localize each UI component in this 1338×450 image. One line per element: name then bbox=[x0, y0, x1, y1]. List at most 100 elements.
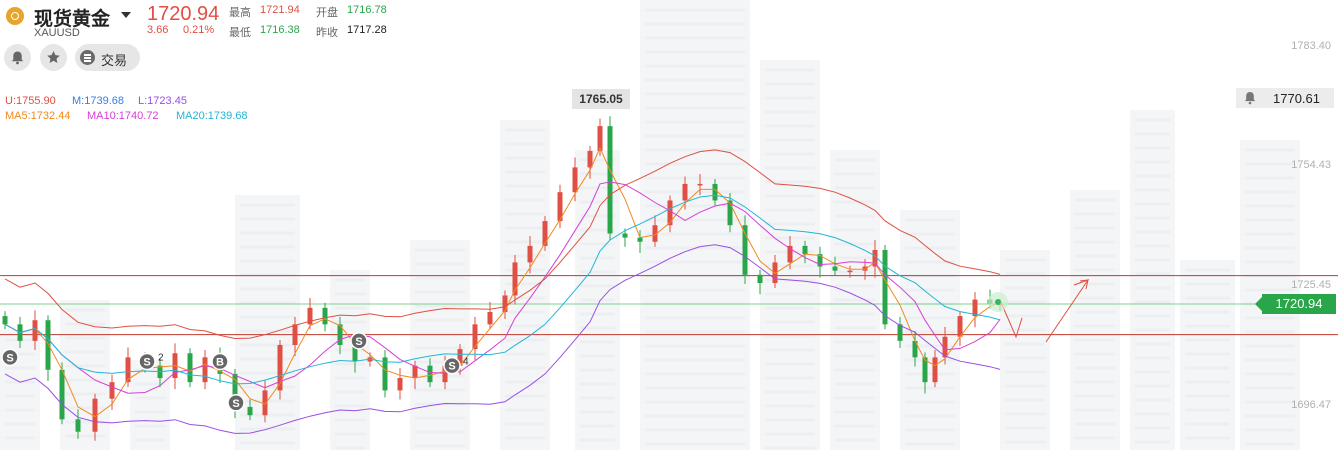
trade-marker-text: S bbox=[355, 336, 362, 348]
background-building bbox=[1000, 250, 1050, 450]
y-tick: 1725.45 bbox=[1291, 279, 1331, 291]
boll-upper-line bbox=[4, 149, 1001, 340]
boll-upper-value: U:1755.90 bbox=[5, 95, 56, 107]
chevron-down-icon[interactable] bbox=[121, 12, 131, 18]
candle-body bbox=[922, 357, 928, 383]
forecast-arrow-head bbox=[1079, 279, 1089, 290]
y-tick: 1696.47 bbox=[1291, 399, 1331, 411]
trade-marker bbox=[138, 352, 156, 371]
candle-body bbox=[637, 237, 643, 242]
candle-body bbox=[109, 382, 115, 399]
high-value: 1721.94 bbox=[260, 4, 300, 16]
favorite-button[interactable] bbox=[40, 44, 67, 71]
gold-coin-icon bbox=[6, 7, 24, 25]
candle-body bbox=[557, 192, 563, 222]
candle-body bbox=[512, 262, 518, 296]
open-value: 1716.78 bbox=[347, 4, 387, 16]
candle-body bbox=[337, 324, 343, 345]
star-icon bbox=[47, 51, 60, 63]
candle-body bbox=[607, 126, 613, 234]
candle-body bbox=[742, 225, 748, 275]
list-icon bbox=[80, 50, 95, 65]
trade-marker-text: S bbox=[6, 352, 13, 364]
candle-body bbox=[802, 245, 808, 255]
trade-marker bbox=[350, 332, 368, 350]
trade-marker-text: S bbox=[232, 398, 239, 410]
last-price: 1720.94 bbox=[147, 3, 220, 25]
alert-button[interactable] bbox=[4, 44, 31, 71]
trade-marker bbox=[443, 356, 461, 375]
candle-body bbox=[412, 365, 418, 379]
price-change-percent: 0.21% bbox=[183, 24, 215, 36]
candle-body bbox=[957, 316, 963, 337]
price-change: 3.66 bbox=[147, 24, 169, 36]
candle-body bbox=[352, 344, 358, 362]
candle-body bbox=[457, 349, 463, 366]
high-label: 最高 bbox=[229, 7, 251, 19]
trade-button[interactable]: 交易 bbox=[75, 44, 140, 71]
candle-body bbox=[307, 307, 313, 325]
candle-body bbox=[45, 320, 51, 370]
current-point-dot bbox=[995, 299, 1001, 306]
candle-body bbox=[912, 340, 918, 358]
candle-body bbox=[92, 398, 98, 432]
ma10-value: MA10:1740.72 bbox=[87, 110, 159, 122]
candle-body bbox=[397, 378, 403, 391]
forecast-arrow-down bbox=[999, 299, 1023, 339]
candle-body bbox=[652, 225, 658, 242]
ma20-value: MA20:1739.68 bbox=[176, 110, 248, 122]
candle-body bbox=[472, 324, 478, 350]
boll-mid-value: M:1739.68 bbox=[72, 95, 124, 107]
candle-body bbox=[487, 311, 493, 325]
candle-body bbox=[757, 274, 763, 284]
trade-marker-text: B bbox=[216, 357, 224, 369]
background-building bbox=[130, 360, 170, 450]
candle-body bbox=[897, 324, 903, 341]
candle-body bbox=[697, 183, 703, 186]
bell-icon bbox=[11, 51, 24, 65]
candle-body bbox=[262, 390, 268, 416]
candle-body bbox=[277, 344, 283, 391]
max-price-label: 1765.05 bbox=[572, 89, 630, 109]
candle-body bbox=[292, 324, 298, 345]
candle-body bbox=[542, 221, 548, 246]
trade-marker-count: 4 bbox=[463, 357, 469, 368]
y-tick: 1754.43 bbox=[1291, 159, 1331, 171]
bell-icon bbox=[1244, 92, 1256, 105]
candle-body bbox=[622, 233, 628, 238]
trade-marker bbox=[1, 348, 19, 367]
trade-marker-count: 2 bbox=[158, 353, 164, 364]
y-tick: 1783.40 bbox=[1291, 40, 1331, 52]
candle-body bbox=[817, 254, 823, 267]
candle-body bbox=[882, 250, 888, 325]
candle-body bbox=[75, 419, 81, 432]
background-building bbox=[0, 330, 40, 450]
ma5-value: MA5:1732.44 bbox=[5, 110, 71, 122]
candle-body bbox=[427, 365, 433, 383]
ma10-line bbox=[4, 181, 1001, 394]
candle-body bbox=[872, 250, 878, 267]
boll-lower-value: L:1723.45 bbox=[138, 95, 187, 107]
candle-body bbox=[187, 353, 193, 383]
alert-price-value: 1770.61 bbox=[1273, 91, 1320, 106]
candle-body bbox=[442, 365, 448, 383]
price-alert-tag[interactable]: 1770.61 bbox=[1236, 88, 1334, 108]
trade-marker bbox=[211, 352, 229, 371]
trade-button-label: 交易 bbox=[101, 53, 128, 68]
candle-body bbox=[712, 183, 718, 201]
ma20-line bbox=[4, 194, 1001, 385]
trade-marker-text: S bbox=[143, 357, 150, 369]
candle-body bbox=[382, 357, 388, 391]
candle-body bbox=[667, 200, 673, 226]
prev-close-label: 昨收 bbox=[316, 27, 338, 39]
symbol-name[interactable]: 现货黄金 bbox=[34, 9, 111, 30]
candle-body bbox=[597, 126, 603, 151]
candle-body bbox=[232, 373, 238, 407]
prev-close-value: 1717.28 bbox=[347, 24, 387, 36]
candle-body bbox=[972, 299, 978, 317]
trade-marker-text: S bbox=[448, 361, 455, 373]
candle-body bbox=[932, 357, 938, 383]
background-building bbox=[1070, 190, 1120, 450]
candle-body bbox=[322, 307, 328, 325]
candle-body bbox=[527, 245, 533, 263]
